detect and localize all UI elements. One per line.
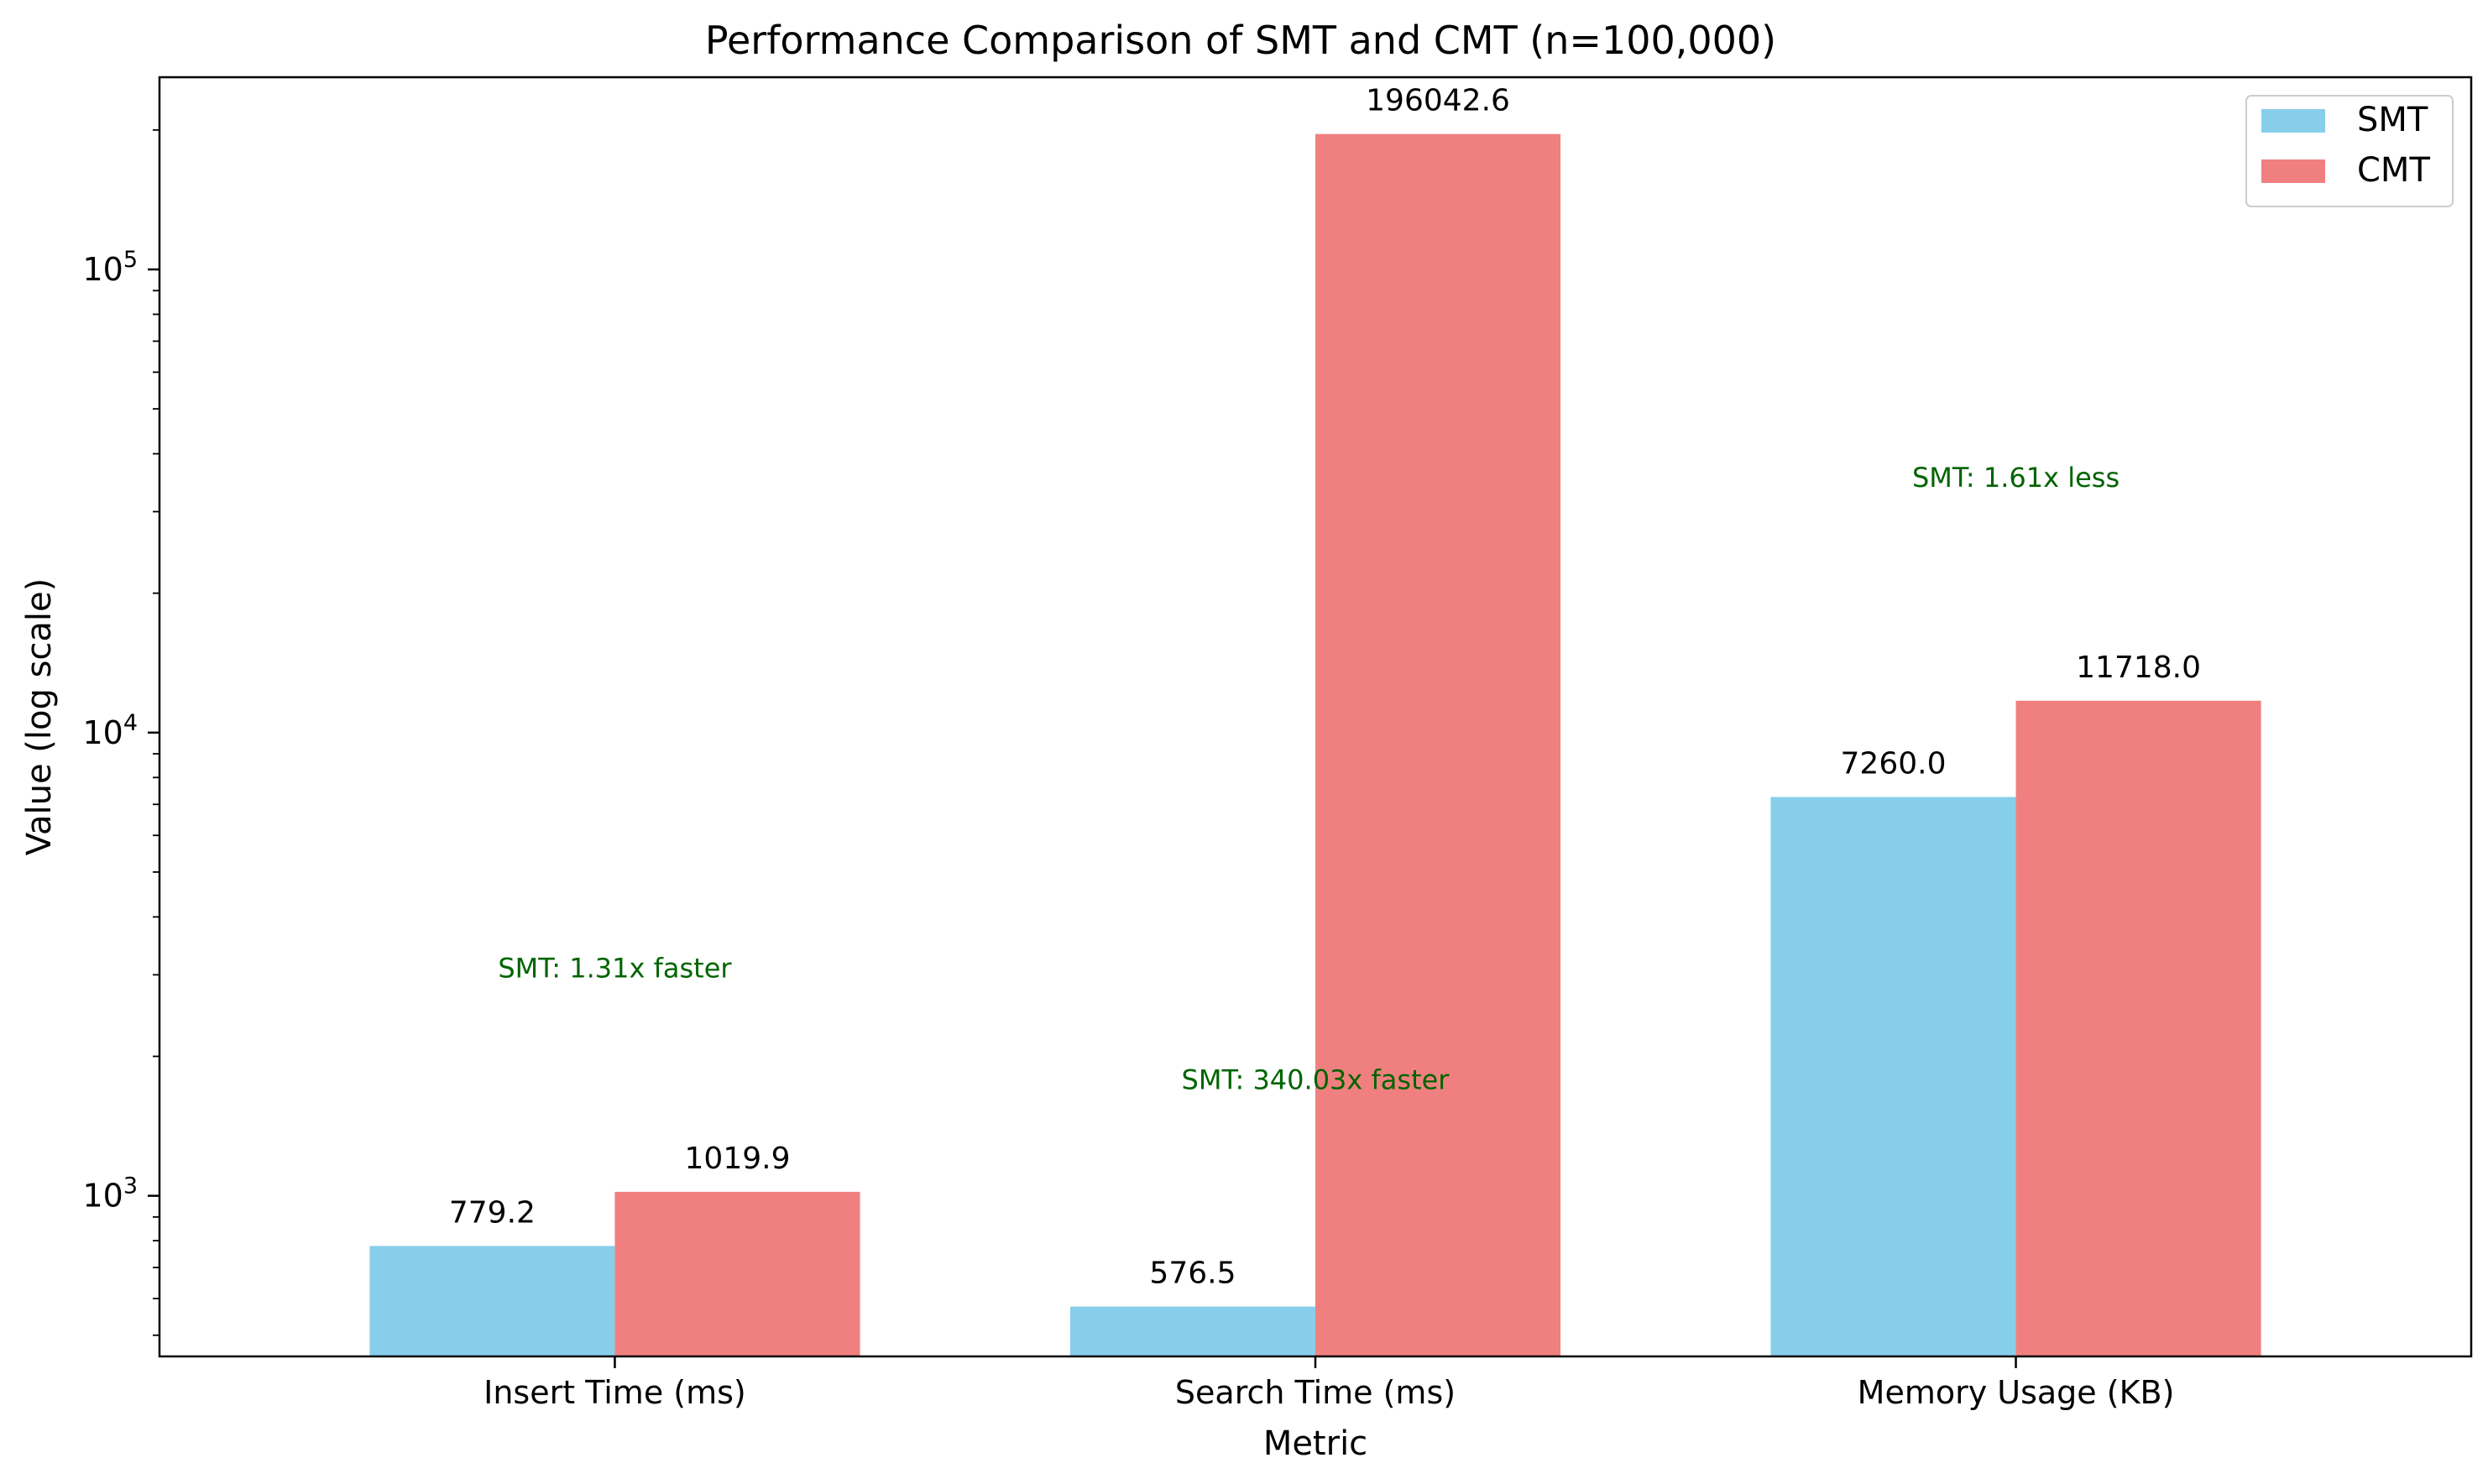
bar-smt-2 — [1069, 1306, 1315, 1356]
legend-label: CMT — [2357, 151, 2430, 190]
bar-cmt-3 — [2015, 700, 2261, 1356]
bar-value-label: 576.5 — [1149, 1257, 1236, 1291]
bar-cmt-2 — [1315, 133, 1561, 1356]
legend-swatch-smt — [2261, 109, 2325, 133]
bar-smt-3 — [1770, 797, 2016, 1356]
x-axis-label: Metric — [1263, 1424, 1367, 1463]
x-tick-label: Memory Usage (KB) — [1858, 1374, 2175, 1411]
bar-value-label: 1019.9 — [685, 1142, 791, 1176]
bar-value-label: 196042.6 — [1366, 84, 1510, 118]
legend: SMT CMT — [2245, 95, 2454, 207]
bar-value-label: 11718.0 — [2076, 651, 2201, 685]
x-tick-label: Search Time (ms) — [1175, 1374, 1456, 1411]
bars-layer: 779.2 576.5 7260.0 1019.9 196042.6 11718.0 — [369, 84, 2261, 1356]
legend-swatch-cmt — [2261, 159, 2325, 183]
x-axis: Insert Time (ms) Search Time (ms) Memory U… — [483, 1356, 2174, 1411]
bar-cmt-1 — [614, 1191, 860, 1356]
annotation-text: SMT: 1.31x faster — [498, 952, 732, 984]
bar-value-label: 7260.0 — [1841, 747, 1947, 781]
chart-title: Performance Comparison of SMT and CMT (n… — [705, 18, 1776, 63]
bar-value-label: 779.2 — [449, 1195, 536, 1230]
y-tick-label: 103 — [82, 1173, 138, 1215]
bar-smt-1 — [369, 1246, 615, 1356]
y-tick-label: 105 — [82, 247, 138, 288]
y-axis: 103 104 105 — [82, 128, 159, 1336]
y-tick-label: 104 — [82, 710, 138, 751]
legend-label: SMT — [2357, 101, 2428, 139]
x-tick-label: Insert Time (ms) — [483, 1374, 746, 1411]
plot-area-frame — [158, 76, 2473, 1358]
annotations-layer: SMT: 1.31x faster SMT: 340.03x faster SMT:… — [498, 462, 2120, 1095]
annotation-text: SMT: 340.03x faster — [1182, 1063, 1450, 1095]
annotation-text: SMT: 1.61x less — [1912, 462, 2120, 494]
y-axis-label: Value (log scale) — [20, 578, 59, 856]
